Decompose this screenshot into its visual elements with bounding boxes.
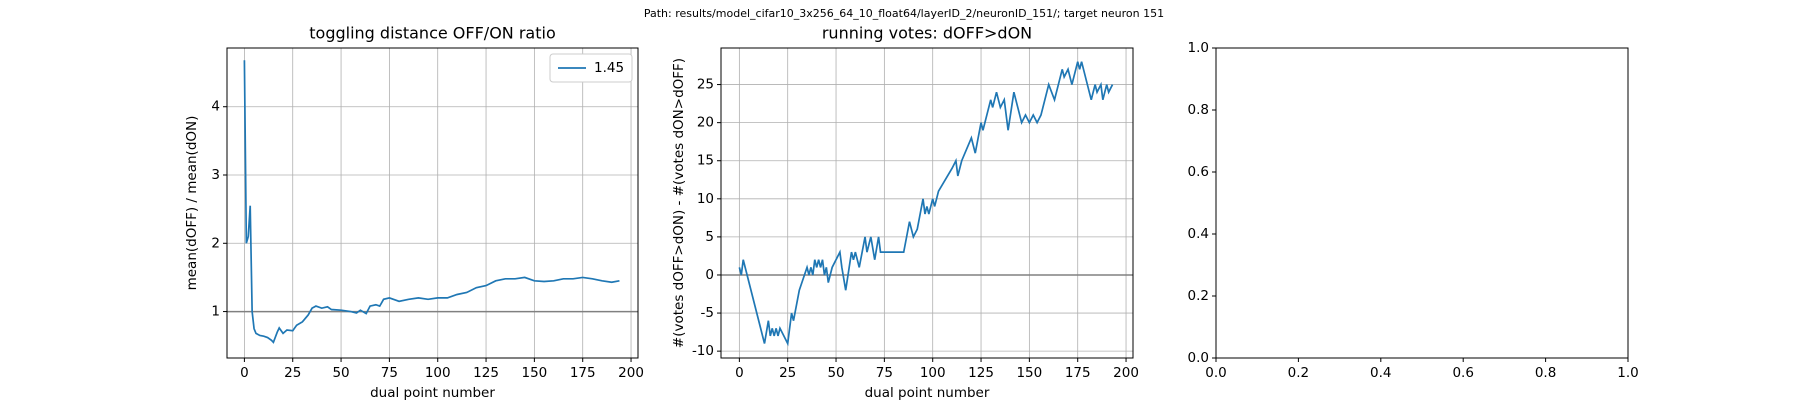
y-tick-label: 3: [211, 167, 220, 183]
axes-frame: [720, 47, 1134, 359]
y-axis-label: #(votes dOFF>dON) - #(votes dON>dOFF): [671, 58, 687, 348]
y-tick-label: 0.2: [1188, 288, 1209, 304]
y-tick-label: 0.4: [1188, 226, 1209, 242]
y-tick-label: 2: [211, 235, 220, 251]
x-tick-label: 1.0: [1617, 365, 1638, 381]
x-tick-label: 0.4: [1370, 365, 1391, 381]
y-tick-label: 0.8: [1188, 102, 1209, 118]
y-tick-label: 10: [697, 191, 714, 207]
x-tick-label: 50: [332, 365, 349, 381]
y-tick-label: -10: [692, 343, 714, 359]
x-tick-label: 100: [425, 365, 451, 381]
x-tick-label: 0.8: [1535, 365, 1556, 381]
x-tick-label: 0.0: [1205, 365, 1226, 381]
y-tick-label: 1.0: [1188, 40, 1209, 56]
x-axis-label: dual point number: [370, 385, 495, 400]
legend-label: 1.45: [594, 60, 624, 76]
y-tick-label: 5: [705, 229, 714, 245]
x-tick-label: 125: [968, 365, 994, 381]
y-tick-label: -5: [701, 305, 714, 321]
data-line: [738, 61, 1114, 347]
legend-box: [549, 53, 633, 83]
x-tick-label: 175: [570, 365, 596, 381]
x-axis-label: dual point number: [865, 385, 990, 400]
y-tick-label: 4: [211, 99, 220, 115]
x-tick-label: 25: [284, 365, 301, 381]
y-tick-label: 1: [211, 304, 220, 320]
y-tick-label: 15: [697, 153, 714, 169]
x-tick-label: 200: [1113, 365, 1139, 381]
x-tick-label: 0.6: [1452, 365, 1473, 381]
y-tick-label: 0.0: [1188, 350, 1209, 366]
x-tick-label: 150: [1016, 365, 1042, 381]
x-tick-label: 175: [1065, 365, 1091, 381]
x-tick-label: 125: [473, 365, 499, 381]
axes-frame: [1215, 47, 1629, 359]
axes-frame: [226, 47, 639, 359]
x-tick-label: 25: [779, 365, 796, 381]
y-tick-label: 0.6: [1188, 164, 1209, 180]
x-tick-label: 0: [240, 365, 249, 381]
x-tick-label: 0: [735, 365, 744, 381]
x-tick-label: 50: [827, 365, 844, 381]
x-tick-label: 75: [876, 365, 893, 381]
x-tick-label: 100: [920, 365, 946, 381]
figure-title: Path: results/model_cifar10_3x256_64_10_…: [644, 7, 1164, 20]
chart-title: toggling distance OFF/ON ratio: [309, 24, 555, 43]
x-tick-label: 150: [521, 365, 547, 381]
x-tick-label: 0.2: [1288, 365, 1309, 381]
y-axis-label: mean(dOFF) / mean(dON): [184, 116, 200, 291]
x-tick-label: 75: [381, 365, 398, 381]
x-tick-label: 200: [618, 365, 644, 381]
y-tick-label: 0: [705, 267, 714, 283]
chart-title: running votes: dOFF>dON: [822, 24, 1032, 43]
data-line: [243, 60, 620, 344]
y-tick-label: 25: [697, 77, 714, 93]
y-tick-label: 20: [697, 115, 714, 131]
